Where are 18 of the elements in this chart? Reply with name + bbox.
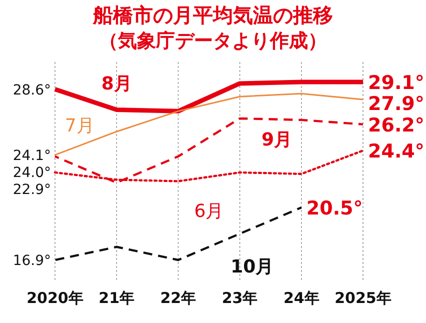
data-label: 24.1° bbox=[12, 148, 51, 164]
data-label: 20.5° bbox=[306, 197, 363, 220]
xtick: 2025年 bbox=[334, 289, 392, 307]
data-label: 26.2° bbox=[368, 114, 424, 136]
xtick: 24年 bbox=[283, 289, 320, 307]
data-label: 16.9° bbox=[12, 253, 51, 269]
data-label: 28.6° bbox=[12, 82, 51, 98]
xtick: 23年 bbox=[222, 289, 258, 307]
data-label: 27.9° bbox=[368, 93, 424, 115]
data-label: 24.4° bbox=[368, 140, 424, 163]
xtick: 2020年 bbox=[26, 289, 84, 307]
data-label: 29.1° bbox=[368, 72, 424, 94]
data-label: 24.0° bbox=[12, 164, 51, 181]
subtitle: （気象庁データより作成） bbox=[99, 30, 327, 52]
xtick: 22年 bbox=[160, 289, 196, 307]
title: 船橋市の月平均気温の推移 bbox=[93, 3, 333, 27]
xtick: 21年 bbox=[98, 289, 135, 307]
data-label: 22.9° bbox=[12, 182, 51, 198]
